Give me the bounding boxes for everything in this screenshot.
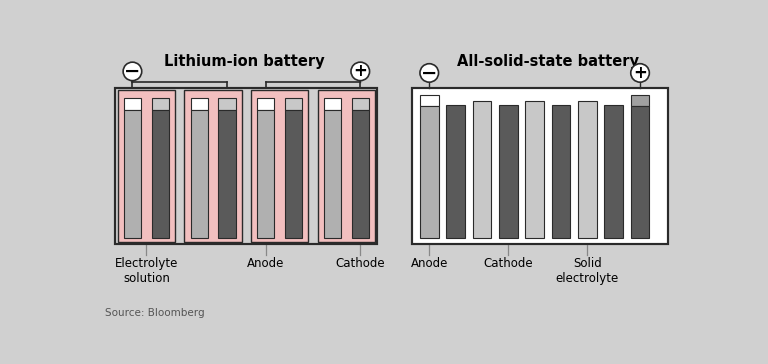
Text: −: − <box>421 63 438 82</box>
Text: Source: Bloomberg: Source: Bloomberg <box>105 308 205 318</box>
Bar <box>446 105 465 238</box>
Bar <box>124 110 141 238</box>
Bar <box>251 90 308 242</box>
Bar <box>152 110 169 238</box>
Text: Cathode: Cathode <box>484 257 533 270</box>
Bar <box>604 105 623 238</box>
Text: Solid
electrolyte: Solid electrolyte <box>556 257 619 285</box>
Text: Lithium-ion battery: Lithium-ion battery <box>164 55 325 70</box>
Circle shape <box>351 62 369 81</box>
Bar <box>184 90 242 242</box>
Bar <box>412 88 668 244</box>
Bar <box>285 110 302 238</box>
Bar <box>352 110 369 238</box>
Text: −: − <box>124 62 141 81</box>
Bar <box>118 90 175 242</box>
Text: +: + <box>633 64 647 82</box>
Bar <box>631 95 650 106</box>
Bar <box>190 98 207 110</box>
Bar <box>324 98 341 110</box>
Bar <box>218 110 236 238</box>
Bar <box>551 105 571 238</box>
Bar <box>525 101 544 238</box>
Bar <box>412 88 668 244</box>
Text: Cathode: Cathode <box>336 257 385 270</box>
Bar <box>420 95 439 106</box>
Bar <box>152 98 169 110</box>
Bar <box>115 88 377 244</box>
Bar <box>115 88 377 244</box>
Bar <box>190 110 207 238</box>
Bar <box>472 101 492 238</box>
Text: +: + <box>353 62 367 80</box>
Circle shape <box>631 64 650 82</box>
Circle shape <box>420 64 439 82</box>
Bar <box>352 98 369 110</box>
Bar <box>285 98 302 110</box>
Bar <box>324 110 341 238</box>
Bar <box>257 98 274 110</box>
Bar <box>124 98 141 110</box>
Bar <box>631 106 650 238</box>
Bar <box>218 98 236 110</box>
Bar <box>499 105 518 238</box>
Bar <box>578 101 597 238</box>
Bar <box>318 90 375 242</box>
Bar <box>420 106 439 238</box>
Text: Anode: Anode <box>411 257 448 270</box>
Text: Anode: Anode <box>247 257 284 270</box>
Bar <box>257 110 274 238</box>
Circle shape <box>123 62 142 81</box>
Text: All-solid-state battery: All-solid-state battery <box>457 55 639 70</box>
Text: Electrolyte
solution: Electrolyte solution <box>114 257 178 285</box>
